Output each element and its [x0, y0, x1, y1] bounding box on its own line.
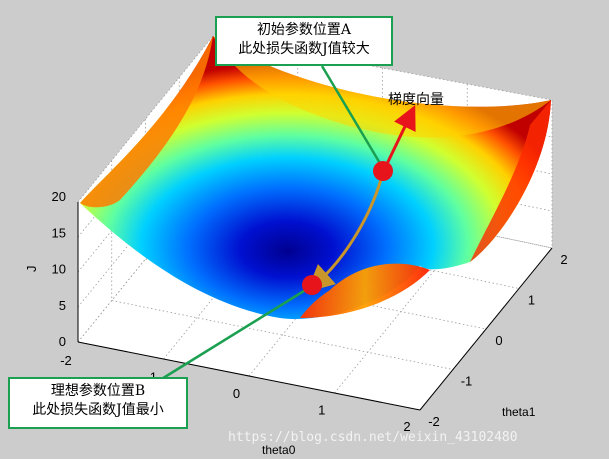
z-tick-label: 5: [59, 298, 66, 313]
callout-a: 初始参数位置A 此处损失函数J值较大: [215, 16, 393, 66]
surface-right-rim: [470, 100, 551, 262]
x-tick-label: 0: [233, 386, 240, 401]
point-b: [302, 275, 322, 295]
callout-a-line2: 此处损失函数J值较大: [238, 41, 370, 57]
axis-lines: [77, 202, 553, 411]
x-tick-label: 1: [318, 403, 325, 418]
z-tick-label: 15: [52, 225, 66, 240]
callout-b-line2: 此处损失函数J值最小: [32, 402, 164, 418]
callout-b: 理想参数位置B 此处损失函数J值最小: [8, 377, 188, 429]
y-axis-label: theta1: [502, 405, 536, 419]
surface-front-lip: [300, 263, 430, 318]
surface: [80, 36, 551, 320]
descent-path: [306, 171, 385, 292]
surface-back-rim: [213, 36, 551, 138]
x-tick-label: 2: [403, 419, 410, 434]
gradient-vector-arrow: [383, 105, 416, 169]
y-tick-label: 1: [528, 293, 535, 308]
y-axis-ticks: -2 -1 0 1 2: [428, 252, 567, 429]
y-tick-label: -2: [428, 414, 440, 429]
surface-left-rim: [80, 36, 213, 208]
z-tick-label: 0: [59, 334, 66, 349]
z-axis-label: J: [24, 266, 39, 273]
grid-line: [334, 229, 468, 394]
callout-b-connector: [159, 284, 313, 382]
callout-a-connector: [320, 65, 386, 171]
x-tick-label: -2: [60, 353, 72, 368]
grid-line: [179, 217, 520, 289]
gradient-vector-label: 梯度向量: [388, 92, 444, 108]
z-tick-label: 20: [52, 189, 66, 204]
callout-a-line1: 初始参数位置A: [256, 22, 352, 38]
y-tick-label: 2: [560, 252, 567, 267]
y-tick-label: 0: [495, 333, 502, 348]
y-tick-label: -1: [461, 374, 473, 389]
x-axis-label: theta0: [262, 443, 296, 457]
z-tick-label: 10: [52, 262, 66, 277]
watermark: https://blog.csdn.net/weixin_43102480: [228, 430, 518, 445]
z-axis-ticks: 0 5 10 15 20: [52, 189, 66, 349]
point-a: [373, 161, 393, 181]
callout-b-line1: 理想参数位置B: [50, 383, 146, 399]
